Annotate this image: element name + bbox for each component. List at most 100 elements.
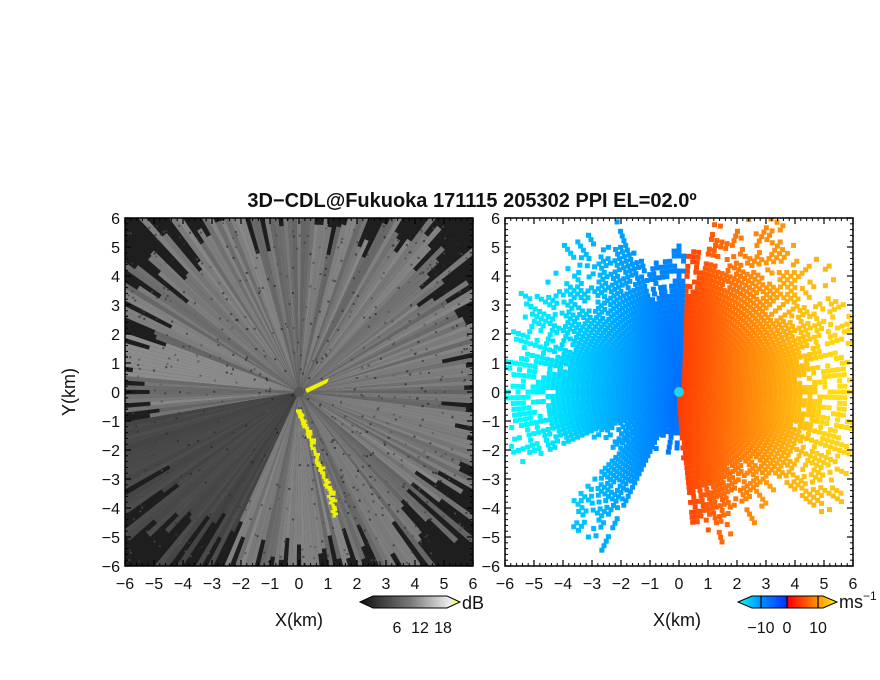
velocity-pixel: [831, 373, 837, 379]
velocity-pixel: [818, 354, 824, 360]
reflectivity-ray: [299, 218, 364, 392]
velocity-pixel: [780, 338, 786, 344]
velocity-pixel: [705, 308, 711, 314]
noise-pixel: [443, 390, 446, 393]
velocity-pixel: [690, 254, 696, 260]
velocity-pixel: [715, 301, 721, 307]
noise-pixel: [346, 553, 349, 556]
velocity-pixel: [627, 268, 633, 274]
noise-pixel: [176, 359, 179, 362]
strong-echo-pixel: [305, 432, 313, 436]
velocity-pixel: [794, 258, 800, 264]
velocity-pixel: [640, 263, 646, 269]
velocity-pixel: [751, 321, 757, 327]
velocity-pixel: [517, 411, 523, 417]
velocity-pixel: [519, 356, 525, 362]
reflectivity-ray: [154, 392, 299, 566]
noise-pixel: [403, 503, 406, 506]
velocity-pixel: [582, 409, 588, 415]
velocity-pixel: [619, 496, 625, 502]
velocity-pixel: [756, 335, 762, 341]
velocity-pixel: [628, 257, 634, 263]
velocity-pixel: [581, 519, 587, 525]
noise-pixel: [309, 285, 312, 288]
noise-pixel: [228, 482, 231, 485]
velocity-pixel: [577, 262, 583, 268]
noise-pixel: [352, 303, 355, 306]
velocity-pixel: [770, 339, 776, 345]
velocity-pixel: [632, 298, 638, 304]
velocity-pixel: [585, 497, 591, 503]
velocity-pixel: [601, 543, 607, 549]
velocity-pixel: [617, 295, 623, 301]
velocity-pixel: [827, 309, 833, 315]
noise-pixel: [350, 358, 353, 361]
velocity-pixel: [693, 294, 699, 300]
velocity-pixel: [628, 472, 634, 478]
noise-pixel: [178, 236, 181, 239]
noise-pixel: [381, 507, 384, 510]
velocity-pixel: [496, 408, 501, 413]
reflectivity-ray: [299, 392, 323, 554]
velocity-pixel: [644, 277, 650, 283]
velocity-pixel: [583, 412, 589, 418]
velocity-pixel: [614, 309, 620, 315]
velocity-pixel: [673, 298, 679, 304]
velocity-pixel: [772, 382, 778, 388]
reflectivity-ray: [299, 233, 429, 392]
velocity-pixel: [816, 321, 822, 327]
reflectivity-ray: [299, 218, 311, 392]
noise-pixel: [382, 225, 385, 228]
velocity-pixel: [631, 266, 637, 272]
noise-pixel: [341, 309, 344, 312]
noise-pixel: [292, 518, 295, 521]
noise-pixel: [354, 517, 357, 520]
velocity-pixel: [722, 294, 728, 300]
velocity-pixel: [708, 277, 714, 283]
velocity-pixel: [706, 267, 712, 273]
velocity-pixel: [714, 312, 720, 318]
noise-pixel: [405, 244, 408, 247]
velocity-pixel: [658, 426, 664, 432]
velocity-pixel: [605, 341, 611, 347]
velocity-pixel: [768, 348, 774, 354]
noise-pixel: [371, 475, 374, 478]
velocity-pixel: [589, 417, 595, 423]
velocity-pixel: [676, 298, 682, 304]
velocity-pixel: [760, 295, 766, 301]
noise-pixel: [230, 411, 233, 414]
reflectivity-ray: [299, 392, 473, 404]
velocity-pixel: [733, 260, 739, 266]
velocity-pixel: [812, 380, 818, 386]
x-tick-label: −4: [174, 576, 192, 593]
velocity-pixel: [781, 254, 787, 260]
velocity-pixel: [790, 369, 796, 375]
velocity-pixel: [720, 298, 726, 304]
reflectivity-ray: [299, 392, 320, 566]
velocity-pixel: [791, 242, 797, 248]
velocity-pixel: [712, 289, 718, 295]
velocity-pixel: [597, 409, 603, 415]
noise-pixel: [170, 365, 173, 368]
velocity-pixel: [605, 480, 611, 486]
reflectivity-ray: [249, 392, 299, 566]
velocity-pixel: [617, 301, 623, 307]
velocity-pixel: [589, 321, 595, 327]
noise-pixel: [291, 394, 294, 397]
velocity-pixel: [600, 386, 606, 392]
reflectivity-ray: [125, 392, 299, 399]
velocity-pixel: [786, 309, 792, 315]
velocity-pixel: [645, 303, 651, 309]
velocity-pixel: [614, 303, 620, 309]
velocity-pixel: [590, 347, 596, 353]
reflectivity-ray: [299, 218, 306, 392]
noise-pixel: [317, 335, 320, 338]
noise-pixel: [353, 388, 356, 391]
noise-pixel: [367, 364, 370, 367]
strong-echo-pixel: [302, 425, 308, 429]
noise-pixel: [158, 545, 161, 548]
velocity-pixel: [520, 459, 526, 465]
noise-pixel: [162, 230, 165, 233]
velocity-pixel: [598, 482, 604, 488]
noise-pixel: [262, 349, 265, 352]
